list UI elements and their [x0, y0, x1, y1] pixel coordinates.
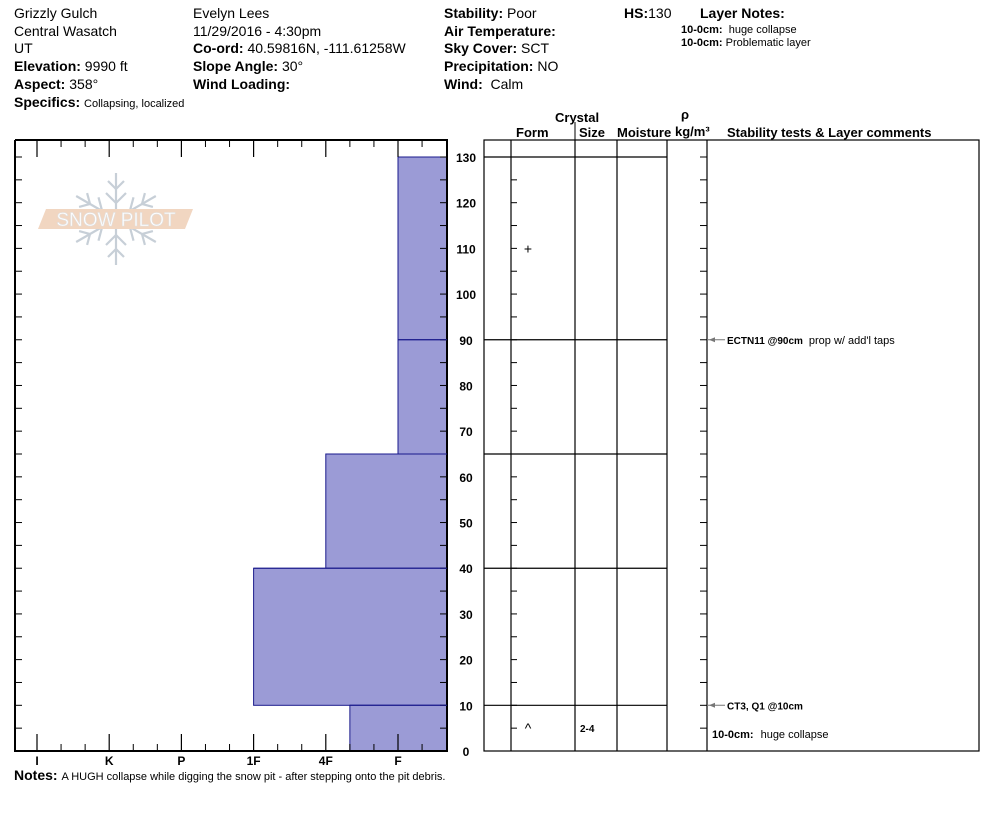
wind-label: Wind:	[444, 76, 483, 92]
elevation-value: 9990 ft	[84, 58, 128, 74]
sky-label: Sky Cover:	[444, 40, 518, 56]
slope-value: 30°	[281, 58, 304, 74]
depth-tick-label: 50	[459, 517, 473, 531]
hs-value: 130	[648, 5, 672, 21]
hardness-bar	[397, 339, 448, 455]
layer-comment: 10-0cm: huge collapse	[712, 729, 828, 741]
layer-note-text: huge collapse	[728, 24, 797, 36]
col-form: Form	[516, 125, 549, 140]
notes-label: Notes:	[14, 767, 58, 783]
wind-value: Calm	[490, 76, 524, 92]
hardness-bar	[253, 567, 448, 706]
depth-tick-label: 100	[456, 288, 476, 302]
coord: Co-ord: 40.59816N, -111.61258W	[193, 39, 406, 57]
layer-comment-range: 10-0cm:	[712, 729, 754, 741]
notes-value: A HUGH collapse while digging the snow p…	[61, 771, 446, 783]
specifics-label: Specifics:	[14, 94, 81, 110]
aspect-label: Aspect:	[14, 76, 66, 92]
aspect: Aspect: 358°	[14, 75, 98, 93]
slope-label: Slope Angle:	[193, 58, 279, 74]
observer: Evelyn Lees	[193, 5, 270, 21]
datetime: 11/29/2016 - 4:30pm	[193, 23, 322, 39]
range: Central Wasatch	[14, 23, 117, 39]
coord-value: 40.59816N, -111.61258W	[247, 40, 406, 56]
depth-tick-label: 40	[459, 562, 473, 576]
col-density: kg/m³	[675, 124, 710, 139]
state: UT	[14, 40, 33, 56]
stability-label: Stability:	[444, 5, 504, 21]
depth-tick-label: 30	[459, 608, 473, 622]
location: Grizzly Gulch	[14, 5, 98, 21]
depth-tick-label: 130	[456, 151, 476, 165]
specifics-value: Collapsing, localized	[84, 98, 185, 110]
depth-tick-label: 10	[459, 699, 473, 713]
col-size: Size	[579, 125, 606, 140]
snowpilot-logo: SNOW PILOT	[38, 173, 193, 267]
test-arrow-head	[709, 337, 715, 343]
hardness-tick-label: F	[394, 754, 401, 768]
test-code: CT3, Q1 @10cm	[727, 701, 803, 712]
col-moisture: Moisture	[617, 125, 672, 140]
coord-label: Co-ord:	[193, 40, 244, 56]
hardness-tick-label: 1F	[247, 754, 261, 768]
sky-value: SCT	[521, 40, 550, 56]
stability: Stability: Poor	[444, 4, 537, 22]
col-crystal: Crystal	[555, 110, 600, 125]
depth-tick-label: 0	[463, 745, 470, 759]
hardness-bar	[325, 453, 448, 569]
depth-tick-label: 120	[456, 197, 476, 211]
layer-note: 10-0cm: Problematic layer	[681, 36, 811, 50]
col-rho: ρ	[681, 107, 690, 122]
hs: HS:130	[624, 4, 671, 22]
elevation-label: Elevation:	[14, 58, 81, 74]
depth-tick-label: 20	[459, 654, 473, 668]
aspect-value: 358°	[69, 76, 99, 92]
stability-value: Poor	[507, 5, 537, 21]
stability-test: ECTN11 @90cm prop w/ add'l taps	[727, 335, 895, 347]
wind: Wind: Calm	[444, 75, 523, 93]
wind-loading: Wind Loading:	[193, 75, 290, 93]
hardness-bar	[397, 156, 448, 341]
sky-cover: Sky Cover: SCT	[444, 39, 549, 57]
test-code: ECTN11 @90cm	[727, 336, 803, 347]
slope: Slope Angle: 30°	[193, 57, 303, 75]
layer-note: 10-0cm: huge collapse	[681, 23, 797, 37]
depth-tick-label: 90	[459, 334, 473, 348]
depth-tick-label: 60	[459, 471, 473, 485]
depth-tick-label: 80	[459, 379, 473, 393]
precip-label: Precipitation:	[444, 58, 534, 74]
air-temp: Air Temperature:	[444, 22, 556, 40]
layer-note-text: Problematic layer	[725, 37, 811, 49]
layer-notes-title: Layer Notes:	[700, 5, 785, 21]
elevation: Elevation: 9990 ft	[14, 57, 128, 75]
notes: Notes: A HUGH collapse while digging the…	[14, 766, 445, 786]
air-temp-label: Air Temperature:	[444, 23, 556, 39]
logo-text: SNOW PILOT	[56, 210, 176, 231]
grain-size: 2-4	[580, 724, 595, 735]
layer-note-range: 10-0cm:	[681, 37, 723, 49]
grain-form-symbol: ^	[525, 720, 532, 736]
hardness-tick-label: P	[177, 754, 185, 768]
hardness-tick-label: I	[35, 754, 38, 768]
precip-value: NO	[537, 58, 559, 74]
test-comment: prop w/ add'l taps	[809, 335, 895, 347]
col-comments: Stability tests & Layer comments	[727, 125, 932, 140]
depth-tick-label: 70	[459, 425, 473, 439]
layer-table-frame	[483, 139, 980, 752]
hardness-tick-label: K	[105, 754, 114, 768]
depth-tick-label: 110	[456, 242, 476, 256]
specifics: Specifics: Collapsing, localized	[14, 93, 184, 113]
stability-test: CT3, Q1 @10cm	[727, 701, 803, 712]
grain-form-symbol: +	[524, 240, 532, 256]
hardness-tick-label: 4F	[319, 754, 333, 768]
layer-note-range: 10-0cm:	[681, 24, 723, 36]
precipitation: Precipitation: NO	[444, 57, 558, 75]
wind-loading-label: Wind Loading:	[193, 76, 291, 92]
test-arrow-head	[709, 702, 715, 708]
layer-comment-text: huge collapse	[761, 729, 829, 741]
hs-label: HS:	[624, 5, 649, 21]
